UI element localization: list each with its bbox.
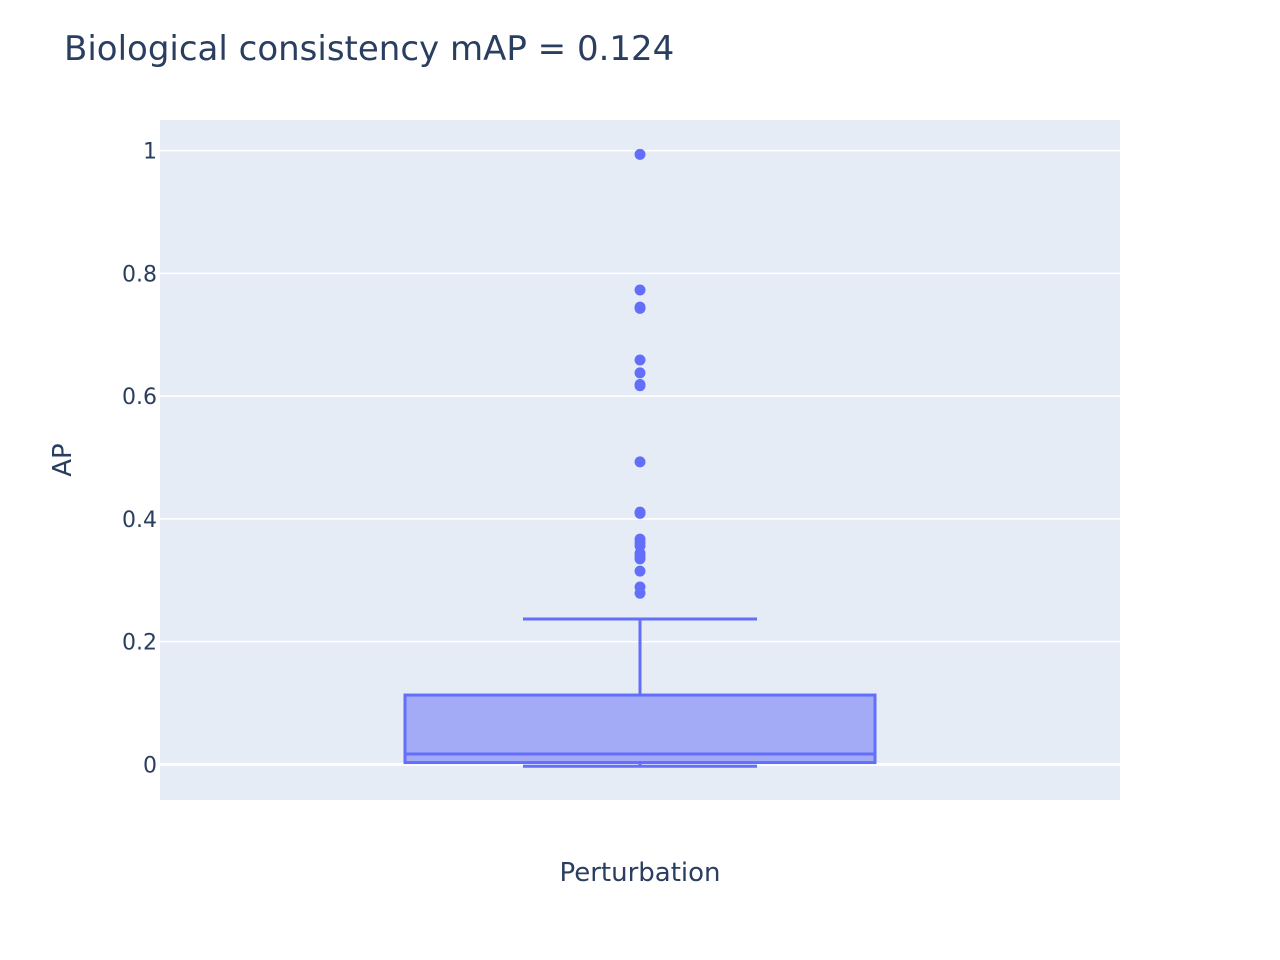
outlier-point	[634, 380, 646, 392]
y-tick-label: 0	[143, 753, 157, 778]
y-axis-tick-labels: 0 0.2 0.4 0.6 0.8 1	[122, 140, 157, 779]
outlier-point	[634, 148, 646, 160]
outlier-point	[634, 565, 646, 577]
outlier-point	[634, 367, 646, 379]
outlier-point	[634, 507, 646, 519]
y-tick-label: 0.8	[122, 262, 157, 287]
outlier-point	[634, 284, 646, 296]
y-axis-title: AP	[48, 443, 78, 476]
outlier-point	[634, 553, 646, 565]
y-tick-label: 0.6	[122, 385, 157, 410]
chart-title: Biological consistency mAP = 0.124	[64, 29, 674, 69]
box-iqr	[403, 693, 877, 765]
outlier-point	[634, 354, 646, 366]
y-tick-label: 0.2	[122, 631, 157, 656]
box-trace	[403, 617, 877, 768]
y-tick-label: 0.4	[122, 508, 157, 533]
y-tick-label: 1	[143, 140, 157, 165]
outlier-point	[634, 587, 646, 599]
outlier-point	[634, 456, 646, 468]
outlier-point	[634, 302, 646, 314]
outlier-points	[634, 148, 646, 599]
x-category-label: Perturbation	[559, 858, 720, 888]
